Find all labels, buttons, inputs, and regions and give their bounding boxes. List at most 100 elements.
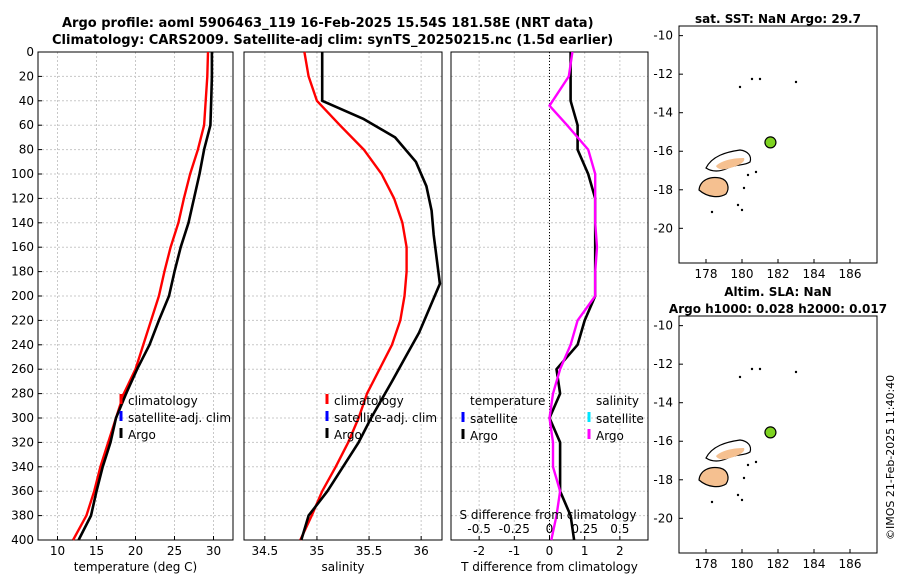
argo-float-marker: [764, 136, 777, 149]
y-tick-label: 80: [19, 143, 34, 157]
map-y-tick-label: -12: [653, 67, 673, 81]
map-x-tick-label: 180: [731, 557, 754, 571]
map-subtitle: Argo h1000: 0.028 h2000: 0.017: [669, 302, 887, 316]
map-x-tick-label: 184: [803, 557, 826, 571]
x-axis-label: temperature (deg C): [74, 560, 197, 574]
y-tick-label: 0: [26, 45, 34, 59]
x-axis-label: T difference from climatology: [460, 560, 638, 574]
small-island-dot: [758, 77, 762, 81]
small-island-dot: [758, 367, 762, 371]
legend-title: temperature: [470, 394, 545, 408]
x-tick-label: -2: [473, 544, 485, 558]
small-island-dot: [736, 203, 740, 207]
frame-salinity: [243, 51, 443, 541]
y-tick-label: 140: [11, 216, 34, 230]
series-line-s-difference-argo-: [548, 51, 599, 541]
map-frame: [678, 315, 878, 554]
y-tick-label: 300: [11, 411, 34, 425]
small-island-dot: [746, 463, 750, 467]
inner-axis-title: S difference from climatology: [460, 508, 637, 522]
x-tick-label: 25: [167, 544, 182, 558]
y-tick-label: 360: [11, 484, 34, 498]
x-tick-label: 34.5: [251, 544, 278, 558]
legend-entry: satellite: [596, 412, 644, 426]
x-axis-label: salinity: [321, 560, 364, 574]
x-tick-label: 10: [50, 544, 65, 558]
map-y-tick-label: -18: [653, 183, 673, 197]
map-map_sla: Altim. SLA: NaN Argo h1000: 0.028 h2000: …: [653, 285, 887, 571]
panel-salinity: 34.5 35 35.5 36 salinity climatology satellite…: [243, 51, 443, 574]
panel-difference: -2 -1 0 1 2 T difference from climatology temp…: [450, 51, 649, 574]
legend-entry: satellite-adj. clim: [334, 411, 437, 425]
small-island-dot: [794, 370, 798, 374]
series-line-argo: [300, 52, 442, 541]
figure-title-line2: Climatology: CARS2009. Satellite-adj cli…: [52, 33, 614, 48]
map-y-tick-label: -16: [653, 434, 673, 448]
y-tick-label: 120: [11, 191, 34, 205]
inner-tick-label: -0.5: [467, 522, 490, 536]
inner-tick-label: 0.5: [610, 522, 629, 536]
x-tick-label: 2: [616, 544, 624, 558]
y-tick-label: 200: [11, 289, 34, 303]
island-interior: [716, 158, 745, 170]
map-y-tick-label: -10: [653, 29, 673, 43]
map-x-tick-label: 186: [839, 267, 862, 281]
small-island-dot: [754, 460, 758, 464]
island-viti-levu: [698, 176, 729, 198]
x-tick-label: 30: [206, 544, 221, 558]
fiji-islands: [698, 77, 798, 214]
series-line-climatology: [72, 51, 210, 541]
y-tick-label: 20: [19, 69, 34, 83]
legend-entry: Argo: [596, 429, 624, 443]
y-tick-label: 400: [11, 533, 34, 547]
x-tick-label: 36: [414, 544, 429, 558]
small-island-dot: [750, 77, 754, 81]
map-y-tick-label: -18: [653, 473, 673, 487]
legend-entry: Argo: [470, 429, 498, 443]
small-island-dot: [740, 208, 744, 212]
map-y-tick-label: -14: [653, 396, 673, 410]
small-island-dot: [710, 500, 714, 504]
x-tick-label: 35.5: [356, 544, 383, 558]
y-tick-label: 340: [11, 460, 34, 474]
y-tick-label: 180: [11, 265, 34, 279]
map-x-tick-label: 184: [803, 267, 826, 281]
y-tick-label: 260: [11, 362, 34, 376]
small-island-dot: [742, 476, 746, 480]
legend-entry: climatology: [128, 394, 198, 408]
small-island-dot: [750, 367, 754, 371]
map-x-tick-label: 178: [695, 557, 718, 571]
map-x-tick-label: 186: [839, 557, 862, 571]
inner-tick-label: 0: [546, 522, 554, 536]
legend-title: salinity: [596, 394, 639, 408]
legend-entry: Argo: [128, 428, 156, 442]
map-map_sst: sat. SST: NaN Argo: 29.7 178 180 182 184 186 -…: [653, 12, 878, 281]
figure-title-line1: Argo profile: aoml 5906463_119 16-Feb-20…: [62, 16, 594, 31]
y-tick-label: 40: [19, 94, 34, 108]
legend-entry: Argo: [334, 428, 362, 442]
panel-temperature: 10 15 20 25 30 temperature (deg C) 0 20 40 60 80 10…: [11, 45, 234, 574]
inner-tick-label: -0.25: [499, 522, 530, 536]
fiji-islands: [698, 367, 798, 504]
island-interior: [716, 448, 745, 460]
map-x-tick-label: 182: [767, 267, 790, 281]
map-y-tick-label: -16: [653, 144, 673, 158]
legend-entry: climatology: [334, 394, 404, 408]
map-y-tick-label: -10: [653, 319, 673, 333]
small-island-dot: [746, 173, 750, 177]
map-y-tick-label: -12: [653, 357, 673, 371]
y-tick-label: 100: [11, 167, 34, 181]
map-title: sat. SST: NaN Argo: 29.7: [695, 12, 861, 26]
small-island-dot: [754, 170, 758, 174]
x-tick-label: -1: [508, 544, 520, 558]
y-tick-label: 220: [11, 313, 34, 327]
series-line-climatology: [299, 51, 408, 541]
map-x-tick-label: 182: [767, 557, 790, 571]
map-x-tick-label: 180: [731, 267, 754, 281]
y-tick-label: 320: [11, 435, 34, 449]
x-tick-label: 0: [546, 544, 554, 558]
map-y-tick-label: -20: [653, 511, 673, 525]
y-tick-label: 240: [11, 338, 34, 352]
legend-entry: satellite: [470, 412, 518, 426]
small-island-dot: [736, 493, 740, 497]
